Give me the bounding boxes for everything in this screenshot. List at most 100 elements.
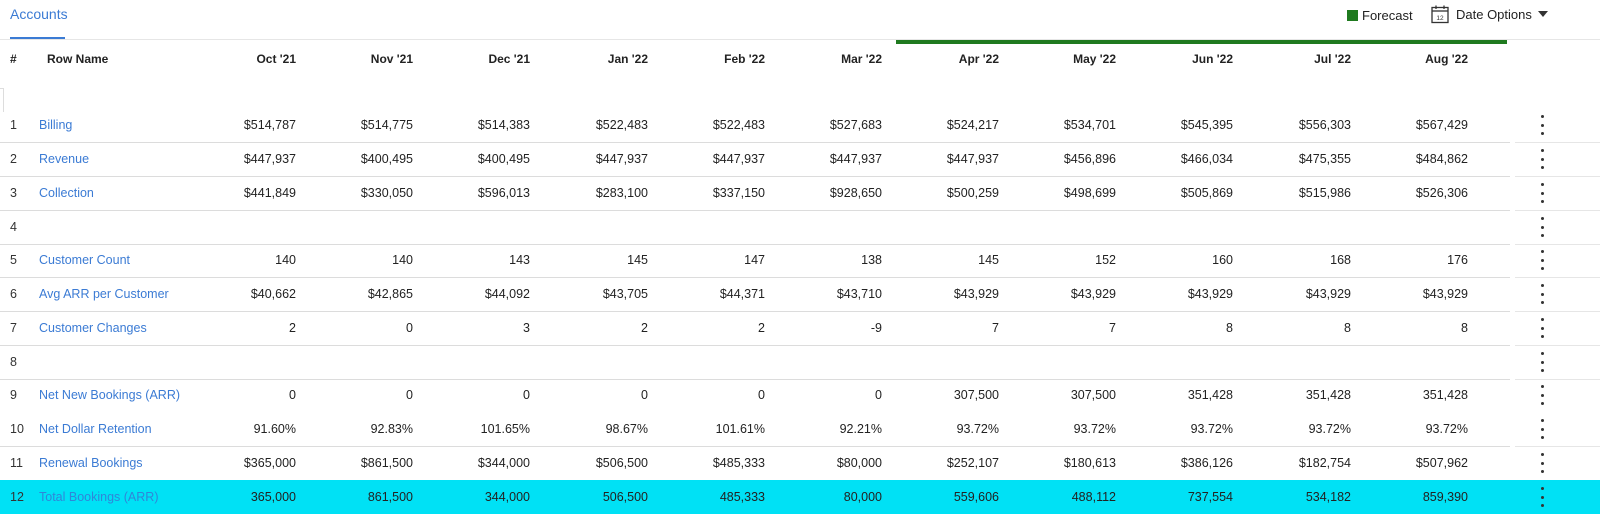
table-cell[interactable]: 101.65% <box>480 422 530 436</box>
table-cell[interactable]: 93.72% <box>1425 422 1468 436</box>
table-cell[interactable]: 98.67% <box>605 422 648 436</box>
row-name-link[interactable]: Net Dollar Retention <box>39 422 152 436</box>
table-cell[interactable]: $522,483 <box>712 118 765 132</box>
table-cell[interactable]: $447,937 <box>712 152 765 166</box>
table-cell[interactable]: $534,701 <box>1063 118 1116 132</box>
row-menu-icon[interactable] <box>1536 419 1548 439</box>
table-cell[interactable]: 859,390 <box>1422 490 1468 504</box>
table-cell[interactable]: $484,862 <box>1415 152 1468 166</box>
table-cell[interactable]: 152 <box>1095 253 1116 267</box>
table-cell[interactable]: $43,710 <box>836 287 882 301</box>
table-cell[interactable]: 7 <box>1109 321 1116 335</box>
table-row[interactable]: 2 Revenue $447,937 $400,495 $400,495 $447,937… <box>0 142 1600 176</box>
table-cell[interactable]: 351,428 <box>1187 388 1233 402</box>
table-cell[interactable]: 365,000 <box>250 490 296 504</box>
table-cell[interactable]: $43,705 <box>602 287 648 301</box>
table-row[interactable]: 5 Customer Count 140 140 143 145 147 138 145 152 1… <box>0 243 1600 277</box>
table-cell[interactable]: $365,000 <box>243 456 296 470</box>
table-cell[interactable]: 7 <box>992 321 999 335</box>
table-row[interactable]: 11 Renewal Bookings $365,000 $861,500 $344,0… <box>0 446 1600 480</box>
table-cell[interactable]: 2 <box>758 321 765 335</box>
table-cell[interactable]: $400,495 <box>360 152 413 166</box>
row-menu-icon[interactable] <box>1536 149 1548 169</box>
row-menu-icon[interactable] <box>1536 115 1548 135</box>
table-cell[interactable]: $514,787 <box>243 118 296 132</box>
row-name-link[interactable]: Billing <box>39 118 73 132</box>
table-cell[interactable]: 351,428 <box>1305 388 1351 402</box>
row-menu-icon[interactable] <box>1536 385 1548 405</box>
table-cell[interactable]: 351,428 <box>1422 388 1468 402</box>
table-cell[interactable]: $556,303 <box>1298 118 1351 132</box>
table-cell[interactable]: $596,013 <box>477 186 530 200</box>
table-cell[interactable]: 93.72% <box>1073 422 1116 436</box>
table-cell[interactable]: 559,606 <box>953 490 999 504</box>
table-cell[interactable]: $527,683 <box>829 118 882 132</box>
table-cell[interactable]: 140 <box>275 253 296 267</box>
table-cell[interactable]: 92.83% <box>370 422 413 436</box>
table-cell[interactable]: 307,500 <box>1070 388 1116 402</box>
table-cell[interactable]: 140 <box>392 253 413 267</box>
table-cell[interactable]: $447,937 <box>829 152 882 166</box>
row-name-link[interactable]: Collection <box>39 186 94 200</box>
table-cell[interactable]: $330,050 <box>360 186 413 200</box>
row-menu-icon[interactable] <box>1536 318 1548 338</box>
table-cell[interactable]: 147 <box>744 253 765 267</box>
table-cell[interactable]: 145 <box>978 253 999 267</box>
table-cell[interactable]: -9 <box>870 321 882 335</box>
table-cell[interactable]: 145 <box>627 253 648 267</box>
row-name-link[interactable]: Customer Changes <box>39 321 147 335</box>
table-cell[interactable]: 3 <box>523 321 530 335</box>
table-row[interactable]: 10 Net Dollar Retention 91.60% 92.83% 101.65… <box>0 412 1600 446</box>
row-name-link[interactable]: Renewal Bookings <box>39 456 143 470</box>
table-cell[interactable]: $500,259 <box>946 186 999 200</box>
table-cell[interactable]: $42,865 <box>367 287 413 301</box>
table-cell[interactable]: $514,383 <box>477 118 530 132</box>
table-row[interactable]: 6 Avg ARR per Customer $40,662 $42,865 $44,0… <box>0 277 1600 311</box>
table-cell[interactable]: $43,929 <box>1422 287 1468 301</box>
table-cell[interactable]: $526,306 <box>1415 186 1468 200</box>
table-cell[interactable]: $40,662 <box>250 287 296 301</box>
row-menu-icon[interactable] <box>1536 453 1548 473</box>
table-row[interactable]: 7 Customer Changes 2 0 3 2 2 -9 7 7 8 8 8 <box>0 311 1600 345</box>
table-cell[interactable]: $80,000 <box>836 456 882 470</box>
table-cell[interactable]: 488,112 <box>1071 490 1116 504</box>
table-cell[interactable]: $514,775 <box>360 118 413 132</box>
table-cell[interactable]: $515,986 <box>1298 186 1351 200</box>
table-row[interactable]: 4 <box>0 210 1600 244</box>
table-cell[interactable]: 0 <box>289 388 296 402</box>
table-cell[interactable]: 80,000 <box>843 490 882 504</box>
table-cell[interactable]: $485,333 <box>712 456 765 470</box>
row-menu-icon[interactable] <box>1536 217 1548 237</box>
table-cell[interactable]: 506,500 <box>602 490 648 504</box>
table-cell[interactable]: $337,150 <box>712 186 765 200</box>
table-cell[interactable]: $386,126 <box>1180 456 1233 470</box>
table-cell[interactable]: $43,929 <box>1305 287 1351 301</box>
table-cell[interactable]: 0 <box>641 388 648 402</box>
resize-handle[interactable] <box>0 88 4 112</box>
table-cell[interactable]: $447,937 <box>243 152 296 166</box>
table-cell[interactable]: 176 <box>1447 253 1468 267</box>
row-menu-icon[interactable] <box>1536 250 1548 270</box>
table-cell[interactable]: $441,849 <box>243 186 296 200</box>
table-cell[interactable]: $400,495 <box>477 152 530 166</box>
row-menu-icon[interactable] <box>1536 487 1548 507</box>
table-cell[interactable]: $498,699 <box>1063 186 1116 200</box>
table-cell[interactable]: 0 <box>758 388 765 402</box>
table-row[interactable]: 9 Net New Bookings (ARR) 0 0 0 0 0 0 307,500 307,… <box>0 378 1600 412</box>
table-cell[interactable]: $180,613 <box>1063 456 1116 470</box>
table-cell[interactable]: $505,869 <box>1180 186 1233 200</box>
table-cell[interactable]: 160 <box>1212 253 1233 267</box>
table-cell[interactable]: $567,429 <box>1415 118 1468 132</box>
table-cell[interactable]: 8 <box>1344 321 1351 335</box>
table-cell[interactable]: 0 <box>406 388 413 402</box>
table-cell[interactable]: 93.72% <box>956 422 999 436</box>
table-cell[interactable]: $456,896 <box>1063 152 1116 166</box>
table-cell[interactable]: $283,100 <box>595 186 648 200</box>
row-menu-icon[interactable] <box>1536 183 1548 203</box>
table-cell[interactable]: 485,333 <box>719 490 765 504</box>
table-cell[interactable]: 93.72% <box>1308 422 1351 436</box>
row-name-link[interactable]: Net New Bookings (ARR) <box>39 388 181 402</box>
table-cell[interactable]: $447,937 <box>595 152 648 166</box>
table-cell[interactable]: 534,182 <box>1305 490 1351 504</box>
row-name-link[interactable]: Total Bookings (ARR) <box>39 490 159 504</box>
